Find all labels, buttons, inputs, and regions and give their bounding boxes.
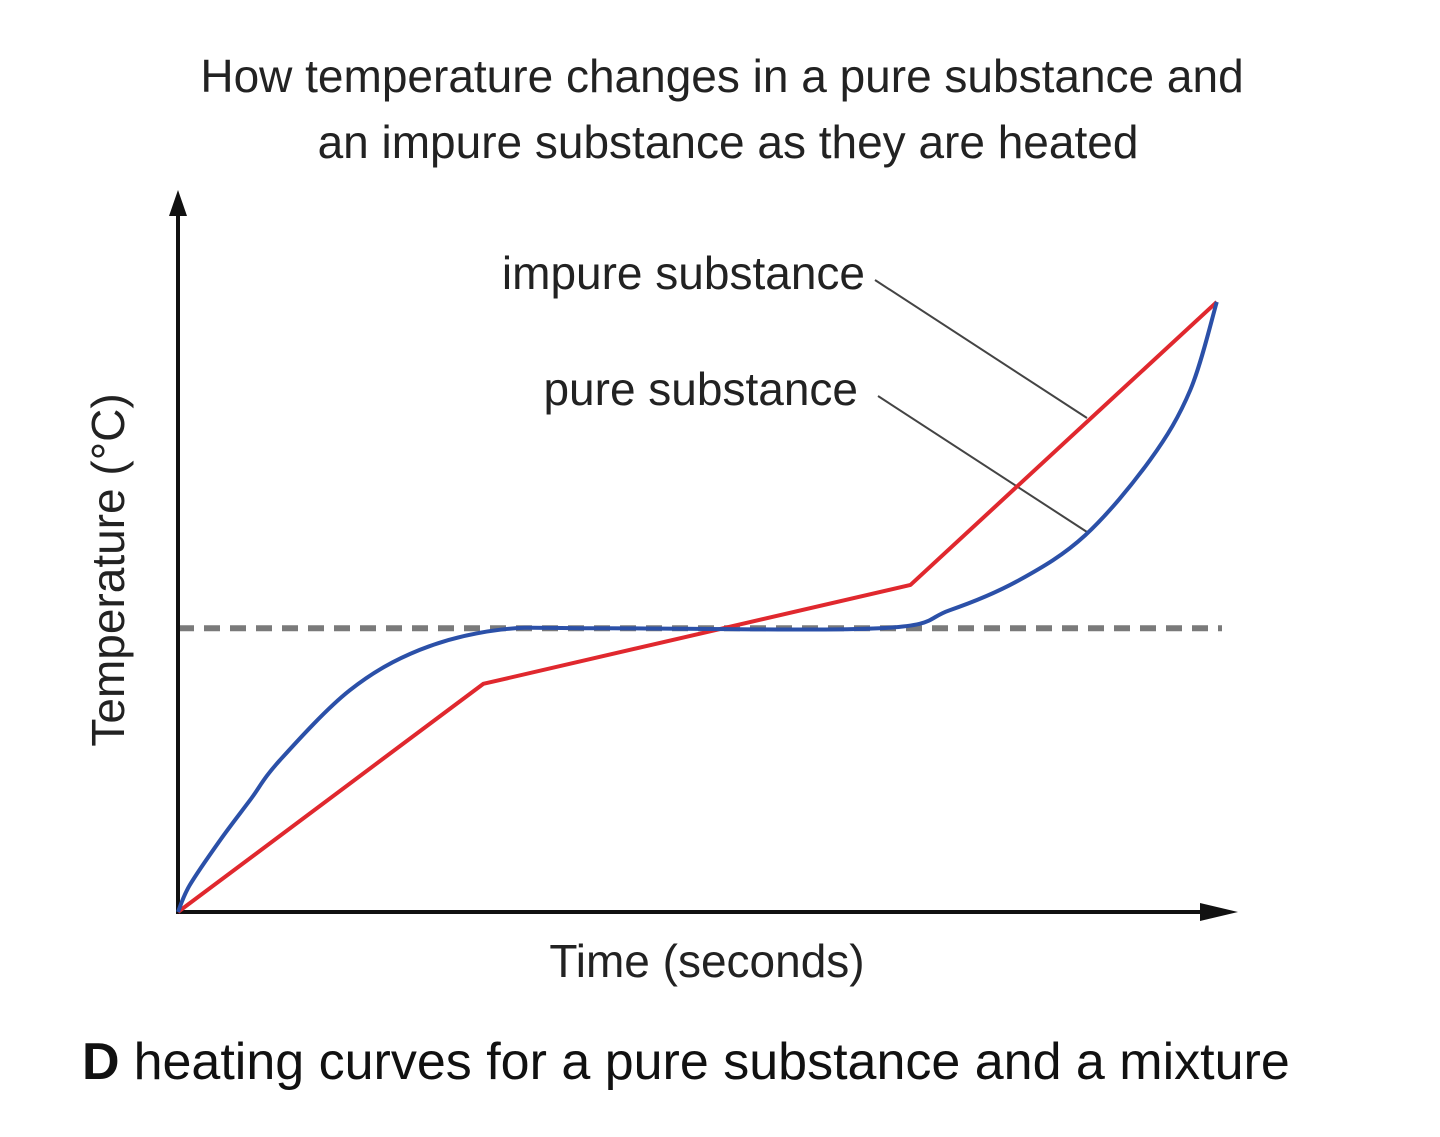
y-axis-arrow	[169, 190, 187, 216]
x-axis-arrow	[1200, 903, 1238, 921]
series-line	[176, 301, 1219, 913]
caption-text: heating curves for a pure substance and …	[134, 1033, 1290, 1091]
chart-title: How temperature changes in a pure substa…	[200, 50, 1243, 102]
leader-line	[877, 395, 1088, 533]
y-axis-label: Temperature (°C)	[82, 393, 134, 746]
leader-line	[874, 279, 1088, 419]
x-axis-label: Time (seconds)	[549, 935, 864, 987]
series-label: pure substance	[543, 363, 858, 415]
series-label: impure substance	[502, 247, 865, 299]
axes	[169, 190, 1238, 921]
chart-title: an impure substance as they are heated	[318, 116, 1139, 168]
caption-label: D	[82, 1033, 120, 1091]
